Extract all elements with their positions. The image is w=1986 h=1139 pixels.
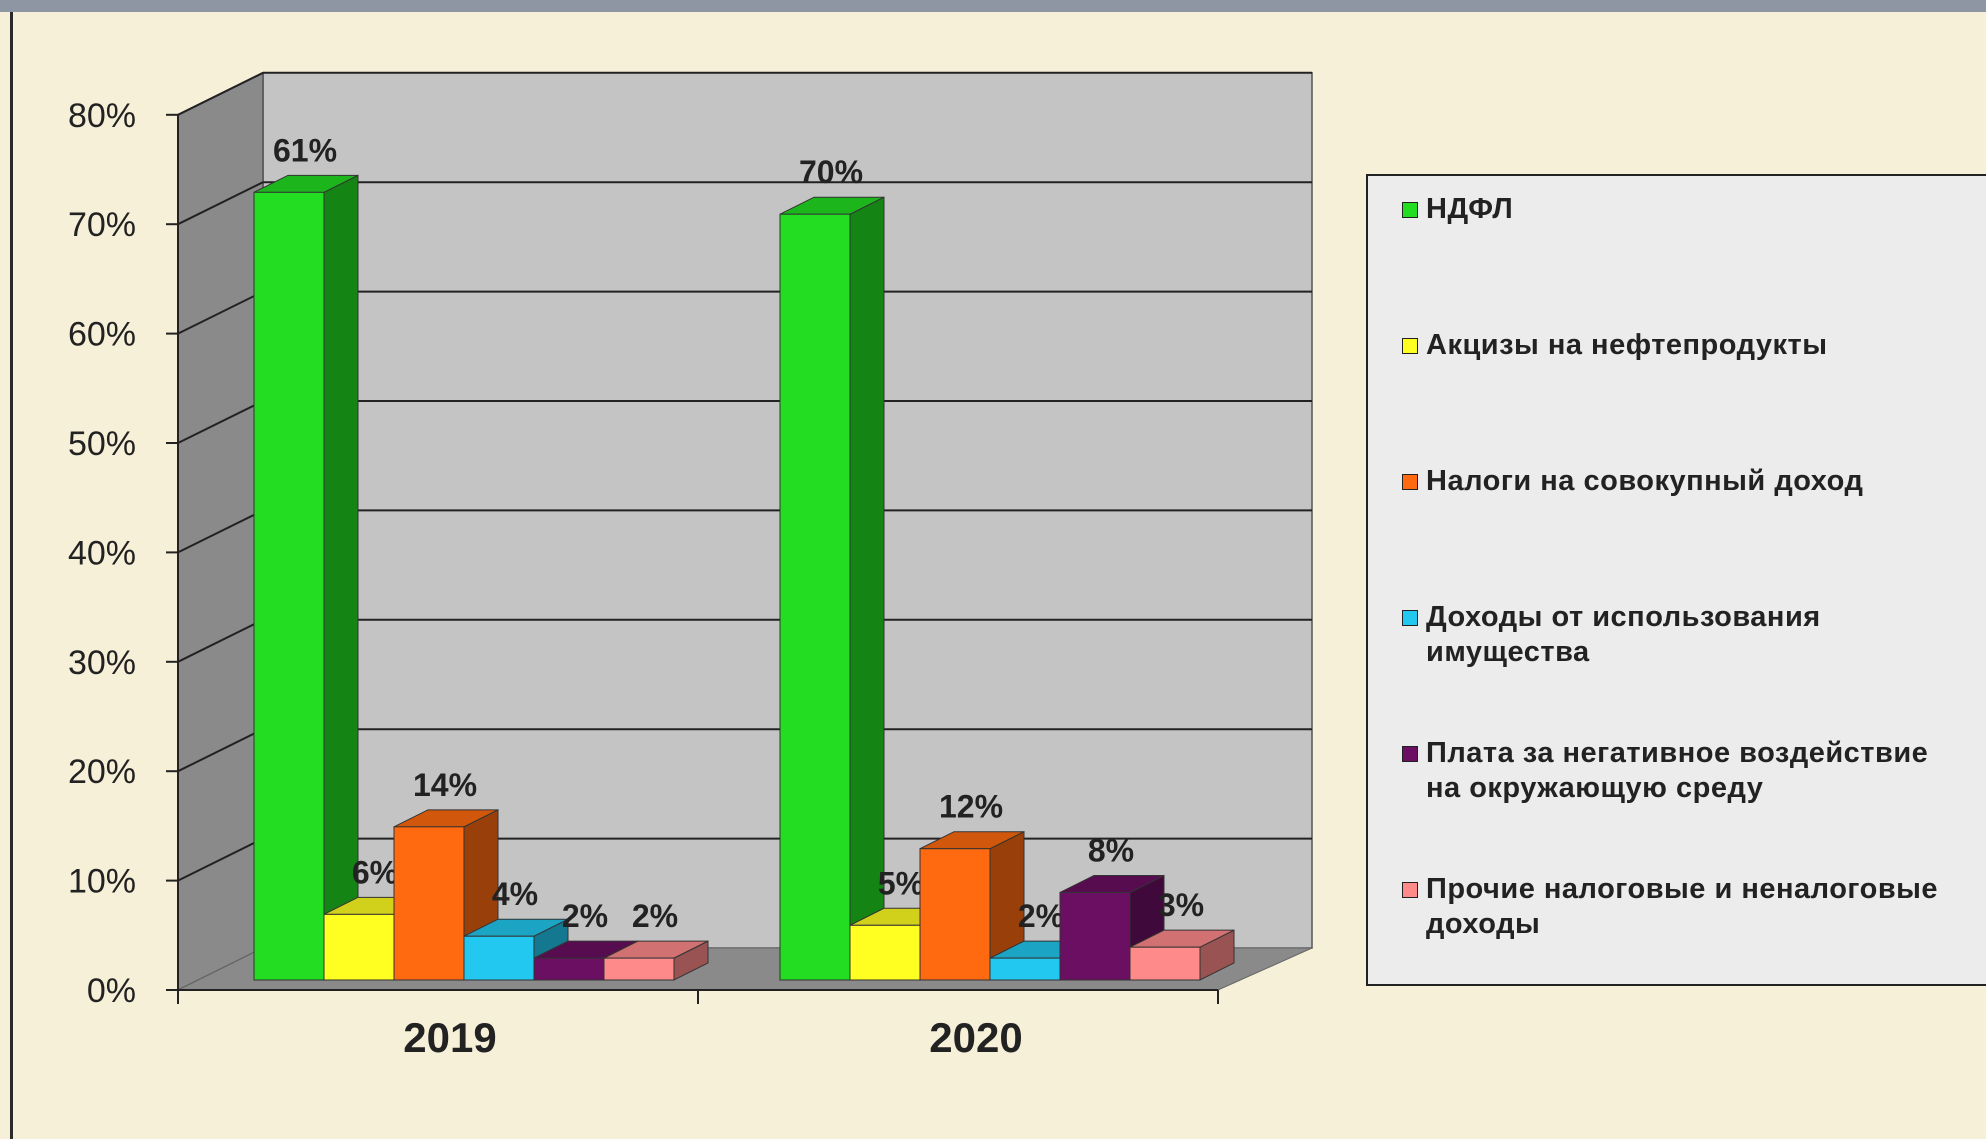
legend-label: НДФЛ bbox=[1426, 193, 1514, 225]
gridline-side bbox=[177, 837, 264, 882]
category-label: 2020 bbox=[929, 1014, 1022, 1061]
y-tick-label: 50% bbox=[68, 425, 136, 463]
bar-2019-3 bbox=[463, 935, 535, 981]
gridline-side bbox=[177, 509, 264, 554]
legend-label: Налоги на совокупный доход bbox=[1426, 465, 1864, 497]
legend-swatch bbox=[1402, 474, 1418, 490]
bar-2020-0 bbox=[779, 213, 851, 981]
y-tick-label: 30% bbox=[68, 644, 136, 682]
legend-label: Доходы от использования имущества bbox=[1426, 601, 1821, 668]
legend-swatch bbox=[1402, 610, 1418, 626]
legend-item-property-income: Доходы от использования имущества bbox=[1402, 600, 1962, 670]
data-label: 8% bbox=[1088, 832, 1134, 868]
bar-2019-2 bbox=[393, 826, 465, 981]
bar-2020-5 bbox=[1129, 946, 1201, 981]
legend-label: Акцизы на нефтепродукты bbox=[1426, 329, 1828, 361]
data-label: 4% bbox=[492, 876, 538, 912]
gridline-side bbox=[177, 400, 264, 444]
y-tick-label: 80% bbox=[68, 97, 136, 135]
data-label: 12% bbox=[939, 789, 1003, 825]
chart-legend: НДФЛ Акцизы на нефтепродукты Налоги на с… bbox=[1366, 174, 1986, 986]
y-tick-label: 60% bbox=[68, 316, 136, 354]
gridline-side bbox=[177, 618, 264, 663]
bar-2019-1 bbox=[323, 913, 395, 981]
data-label: 14% bbox=[413, 767, 477, 803]
bar-2019-4 bbox=[533, 957, 605, 981]
bar-side bbox=[849, 196, 885, 981]
gridline-side bbox=[177, 71, 264, 116]
legend-item-environmental-fee: Плата за негативное воздействие на окруж… bbox=[1402, 736, 1962, 806]
y-tick-label: 10% bbox=[68, 863, 136, 901]
y-tick-label: 70% bbox=[68, 206, 136, 244]
data-label: 6% bbox=[352, 854, 398, 890]
data-label: 70% bbox=[799, 154, 863, 190]
data-label: 2% bbox=[632, 898, 678, 934]
bar-2020-2 bbox=[919, 848, 991, 981]
y-tick-label: 20% bbox=[68, 753, 136, 791]
gridline-side bbox=[177, 290, 264, 335]
bar-2020-4 bbox=[1059, 891, 1131, 981]
gridline-side bbox=[177, 728, 264, 773]
data-label: 2% bbox=[1018, 898, 1064, 934]
legend-swatch bbox=[1402, 882, 1418, 898]
legend-item-aggregate-income-tax: Налоги на совокупный доход bbox=[1402, 464, 1962, 499]
legend-item-ndfl: НДФЛ bbox=[1402, 192, 1962, 227]
data-label: 2% bbox=[562, 898, 608, 934]
legend-swatch bbox=[1402, 338, 1418, 354]
data-label: 3% bbox=[1158, 887, 1204, 923]
category-label: 2019 bbox=[403, 1014, 496, 1061]
legend-item-excise: Акцизы на нефтепродукты bbox=[1402, 328, 1962, 363]
bar-2020-3 bbox=[989, 957, 1061, 981]
gridline-side bbox=[177, 181, 264, 226]
y-tick-label: 0% bbox=[87, 972, 136, 1010]
legend-label: Плата за негативное воздействие на окруж… bbox=[1426, 737, 1929, 804]
legend-label: Прочие налоговые и неналоговые доходы bbox=[1426, 873, 1939, 940]
legend-item-other-income: Прочие налоговые и неналоговые доходы bbox=[1402, 872, 1962, 942]
legend-swatch bbox=[1402, 202, 1418, 218]
bar-2020-1 bbox=[849, 924, 921, 981]
legend-swatch bbox=[1402, 746, 1418, 762]
left-border bbox=[10, 12, 13, 1139]
bar-2019-5 bbox=[603, 957, 675, 981]
data-label: 61% bbox=[273, 132, 337, 168]
y-tick-label: 40% bbox=[68, 534, 136, 572]
bar-2019-0 bbox=[253, 191, 325, 981]
top-border bbox=[0, 0, 1986, 12]
data-label: 5% bbox=[878, 865, 924, 901]
